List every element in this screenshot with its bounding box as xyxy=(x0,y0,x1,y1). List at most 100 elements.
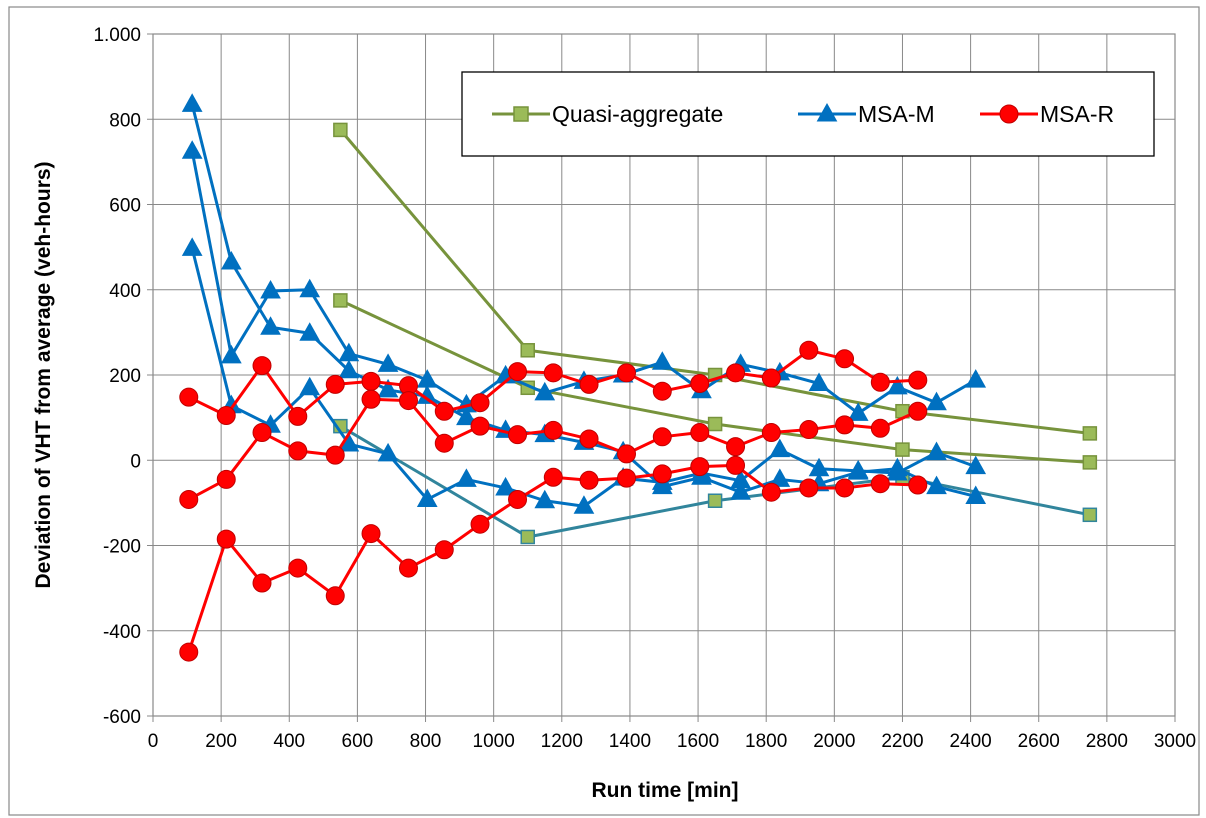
legend-label: MSA-R xyxy=(1040,101,1114,127)
data-point-circle xyxy=(652,427,672,447)
data-point-circle xyxy=(252,423,272,443)
x-tick-label: 2400 xyxy=(949,731,991,752)
data-point-triangle xyxy=(808,372,830,392)
data-point-triangle xyxy=(769,468,791,487)
data-point-triangle xyxy=(534,381,556,401)
data-point-triangle xyxy=(221,251,242,270)
x-tick-label: 1200 xyxy=(541,731,583,752)
data-point-triangle xyxy=(651,351,673,370)
data-point-circle xyxy=(579,374,599,394)
x-axis-title: Run time [min] xyxy=(592,779,739,802)
y-tick-label: 0 xyxy=(130,451,141,472)
data-point-square xyxy=(333,122,348,138)
data-point-circle xyxy=(508,425,528,445)
x-tick-label: 2200 xyxy=(881,731,923,752)
data-point-square xyxy=(707,493,723,508)
data-point-circle xyxy=(252,573,272,593)
data-point-square xyxy=(707,416,723,432)
data-point-triangle xyxy=(926,475,947,495)
data-point-circle xyxy=(726,363,746,383)
data-point-circle xyxy=(508,362,528,382)
data-point-triangle xyxy=(730,469,752,489)
data-point-triangle xyxy=(377,442,399,462)
x-tick-label: 1400 xyxy=(609,731,651,752)
data-point-triangle xyxy=(377,353,399,372)
x-tick-label: 800 xyxy=(410,731,442,752)
data-point-triangle xyxy=(573,495,595,514)
data-point-circle xyxy=(434,540,454,560)
data-point-triangle xyxy=(534,489,556,509)
y-tick-labels: -600 -400 -200 0 200 400 600 800 1.000 xyxy=(93,25,141,728)
data-point-circle xyxy=(908,475,928,495)
data-point-circle xyxy=(761,423,781,443)
data-point-circle xyxy=(870,372,890,392)
legend-item-msa-r: MSA-R xyxy=(980,101,1114,127)
data-point-circle xyxy=(216,469,236,489)
plot-frame xyxy=(147,33,1176,722)
series-msar-7 xyxy=(179,389,928,509)
data-point-circle xyxy=(652,464,672,484)
y-tick-label: -600 xyxy=(103,707,141,728)
legend-marker-circle xyxy=(999,104,1019,124)
data-point-triangle xyxy=(965,369,987,388)
data-point-circle xyxy=(361,371,381,391)
data-point-square xyxy=(1082,507,1098,523)
x-tick-label: 1000 xyxy=(473,731,515,752)
data-point-circle xyxy=(835,478,855,498)
data-point-circle xyxy=(870,418,890,438)
data-point-circle xyxy=(908,370,928,390)
data-point-triangle xyxy=(808,457,830,477)
y-tick-label: 800 xyxy=(109,110,141,131)
data-point-triangle xyxy=(338,342,360,362)
data-point-triangle xyxy=(181,93,203,112)
data-point-circle xyxy=(288,406,308,426)
data-point-triangle xyxy=(926,441,947,461)
data-point-circle xyxy=(870,474,890,494)
data-point-circle xyxy=(579,429,599,449)
legend-item-quasi-aggregate: Quasi-aggregate xyxy=(492,101,723,127)
data-point-square xyxy=(520,529,535,545)
data-point-circle xyxy=(543,420,563,440)
data-point-circle xyxy=(361,524,381,544)
data-point-circle xyxy=(799,340,819,360)
data-point-triangle xyxy=(769,438,791,458)
data-point-square xyxy=(895,442,910,457)
legend-label: MSA-M xyxy=(858,101,935,127)
legend-marker-square xyxy=(513,106,529,122)
data-point-circle xyxy=(325,445,345,465)
x-tick-label: 600 xyxy=(342,731,374,752)
data-point-circle xyxy=(652,381,672,401)
series-layer xyxy=(179,93,1098,662)
y-tick-label: 1.000 xyxy=(93,25,141,46)
data-point-circle xyxy=(726,455,746,475)
data-point-circle xyxy=(690,457,710,477)
data-point-circle xyxy=(617,444,637,464)
y-tick-label: 200 xyxy=(109,366,141,387)
data-point-circle xyxy=(470,416,490,436)
x-tick-label: 2600 xyxy=(1018,731,1060,752)
data-point-circle xyxy=(617,363,637,383)
data-point-triangle xyxy=(495,476,516,496)
data-point-circle xyxy=(216,529,236,549)
series-msar-6 xyxy=(179,340,928,426)
data-point-triangle xyxy=(181,237,203,256)
data-point-circle xyxy=(179,387,199,407)
data-point-circle xyxy=(179,489,199,509)
data-point-circle xyxy=(252,356,272,376)
x-tick-label: 2800 xyxy=(1086,731,1128,752)
data-point-circle xyxy=(179,642,199,662)
y-tick-label: -200 xyxy=(103,537,141,558)
data-point-triangle xyxy=(456,406,477,426)
data-point-triangle xyxy=(887,462,908,481)
data-point-circle xyxy=(399,391,418,411)
data-point-circle xyxy=(690,374,710,394)
data-point-triangle xyxy=(377,378,399,398)
data-point-square xyxy=(1082,426,1098,441)
data-point-circle xyxy=(470,393,490,413)
data-point-circle xyxy=(325,586,345,606)
data-point-circle xyxy=(361,389,381,409)
legend-marker-triangle xyxy=(816,102,838,122)
data-point-circle xyxy=(835,349,855,369)
